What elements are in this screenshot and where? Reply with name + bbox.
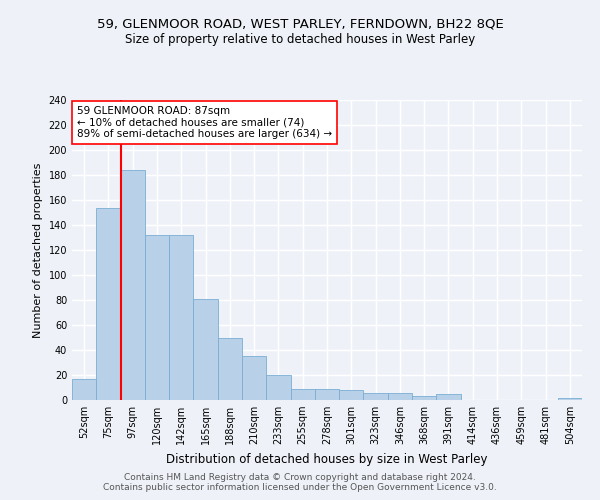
Bar [72,379,96,400]
Bar [121,170,145,400]
Bar [412,396,436,400]
Bar [242,356,266,400]
Bar [339,390,364,400]
Text: 59, GLENMOOR ROAD, WEST PARLEY, FERNDOWN, BH22 8QE: 59, GLENMOOR ROAD, WEST PARLEY, FERNDOWN… [97,18,503,30]
Bar [169,235,193,400]
Bar [436,394,461,400]
X-axis label: Distribution of detached houses by size in West Parley: Distribution of detached houses by size … [166,452,488,466]
Bar [96,208,121,400]
Text: Size of property relative to detached houses in West Parley: Size of property relative to detached ho… [125,32,475,46]
Text: Contains HM Land Registry data © Crown copyright and database right 2024.: Contains HM Land Registry data © Crown c… [124,474,476,482]
Bar [388,392,412,400]
Text: 59 GLENMOOR ROAD: 87sqm
← 10% of detached houses are smaller (74)
89% of semi-de: 59 GLENMOOR ROAD: 87sqm ← 10% of detache… [77,106,332,139]
Text: Contains public sector information licensed under the Open Government Licence v3: Contains public sector information licen… [103,484,497,492]
Bar [315,389,339,400]
Bar [266,375,290,400]
Bar [558,398,582,400]
Bar [364,392,388,400]
Bar [290,389,315,400]
Y-axis label: Number of detached properties: Number of detached properties [33,162,43,338]
Bar [193,298,218,400]
Bar [145,235,169,400]
Bar [218,338,242,400]
